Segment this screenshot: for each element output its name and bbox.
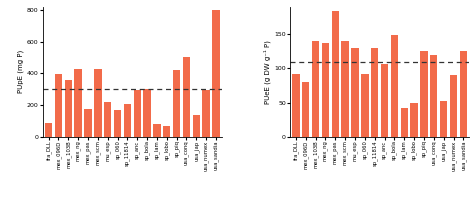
Bar: [104, 102, 111, 137]
Y-axis label: PUeE (g DW g⁻¹ P): PUeE (g DW g⁻¹ P): [264, 40, 272, 104]
Bar: [163, 126, 171, 137]
Bar: [332, 11, 339, 137]
Bar: [341, 41, 349, 137]
Bar: [302, 82, 310, 137]
Bar: [460, 51, 467, 137]
Bar: [292, 74, 300, 137]
Bar: [192, 115, 200, 137]
Bar: [55, 74, 62, 137]
Bar: [312, 41, 319, 137]
Y-axis label: PUpE (mg P): PUpE (mg P): [18, 50, 24, 93]
Bar: [94, 69, 101, 137]
Bar: [45, 123, 52, 137]
Bar: [430, 55, 438, 137]
Bar: [361, 74, 369, 137]
Bar: [124, 104, 131, 137]
Bar: [450, 75, 457, 137]
Bar: [134, 90, 141, 137]
Bar: [351, 48, 359, 137]
Bar: [173, 70, 180, 137]
Bar: [74, 69, 82, 137]
Bar: [64, 80, 72, 137]
Bar: [114, 110, 121, 137]
Bar: [420, 51, 428, 137]
Bar: [440, 101, 447, 137]
Bar: [202, 90, 210, 137]
Bar: [401, 108, 408, 137]
Bar: [371, 48, 378, 137]
Bar: [153, 124, 161, 137]
Bar: [322, 43, 329, 137]
Bar: [143, 89, 151, 137]
Bar: [183, 57, 190, 137]
Bar: [410, 103, 418, 137]
Bar: [84, 109, 91, 137]
Bar: [212, 10, 219, 137]
Bar: [391, 35, 398, 137]
Bar: [381, 64, 388, 137]
